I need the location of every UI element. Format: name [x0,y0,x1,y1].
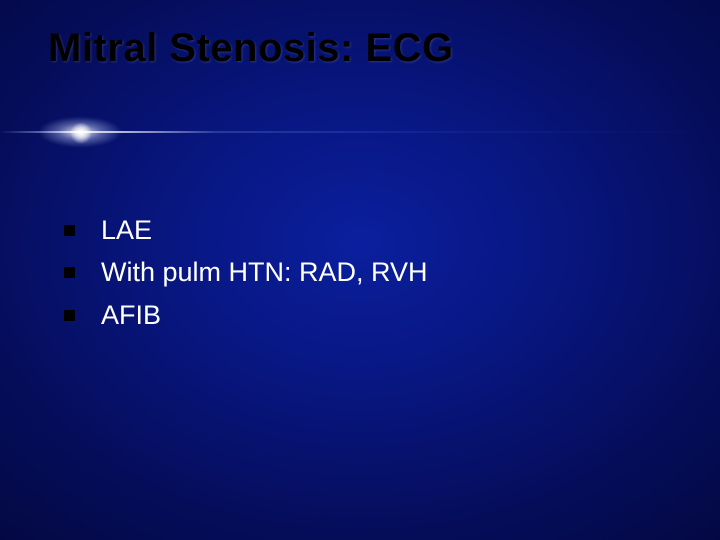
square-bullet-icon [64,267,75,278]
bullet-text: LAE [101,212,152,248]
lens-flare-divider [0,118,720,146]
flare-core [70,122,92,144]
bullet-list: LAE With pulm HTN: RAD, RVH AFIB [64,212,660,339]
list-item: LAE [64,212,660,248]
flare-glow [40,110,160,154]
square-bullet-icon [64,225,75,236]
list-item: AFIB [64,297,660,333]
slide: Mitral Stenosis: ECG LAE With pulm HTN: … [0,0,720,540]
list-item: With pulm HTN: RAD, RVH [64,254,660,290]
square-bullet-icon [64,310,75,321]
bullet-text: With pulm HTN: RAD, RVH [101,254,428,290]
slide-title: Mitral Stenosis: ECG [48,26,454,71]
bullet-text: AFIB [101,297,161,333]
flare-line [0,131,720,133]
